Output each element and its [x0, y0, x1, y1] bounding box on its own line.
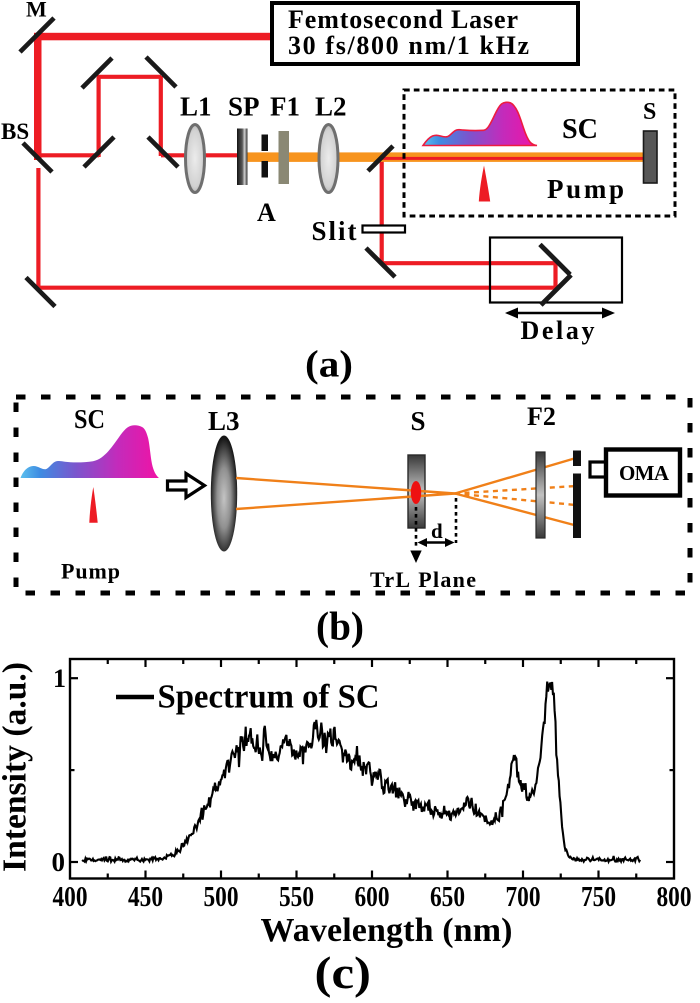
svg-text:1: 1	[53, 664, 66, 693]
svg-text:650: 650	[430, 881, 465, 913]
svg-text:TrL Plane: TrL Plane	[370, 567, 476, 592]
svg-text:Wavelength (nm): Wavelength (nm)	[261, 912, 513, 949]
svg-text:F1: F1	[270, 92, 300, 122]
svg-text:Pump: Pump	[547, 174, 624, 204]
svg-text:S: S	[411, 406, 426, 436]
svg-text:Pump: Pump	[61, 559, 120, 584]
svg-text:SC: SC	[562, 113, 598, 145]
svg-text:0: 0	[52, 847, 66, 877]
svg-text:(b): (b)	[316, 604, 364, 649]
svg-text:d: d	[431, 519, 443, 543]
svg-text:Slit: Slit	[312, 216, 357, 246]
svg-text:500: 500	[204, 881, 239, 913]
svg-text:700: 700	[506, 881, 541, 913]
svg-text:Intensity (a.u.): Intensity (a.u.)	[0, 662, 34, 872]
svg-text:600: 600	[355, 881, 390, 913]
svg-text:A: A	[257, 198, 276, 227]
svg-text:550: 550	[279, 881, 314, 913]
svg-text:L3: L3	[208, 406, 240, 436]
svg-text:(a): (a)	[305, 344, 353, 386]
svg-text:SP: SP	[228, 92, 260, 122]
svg-text:450: 450	[128, 881, 163, 913]
svg-text:400: 400	[53, 881, 88, 913]
svg-text:(c): (c)	[315, 948, 372, 998]
svg-text:L2: L2	[315, 92, 347, 122]
svg-text:SC: SC	[74, 404, 105, 434]
svg-text:800: 800	[657, 881, 692, 913]
svg-text:Spectrum of SC: Spectrum of SC	[158, 679, 380, 716]
svg-text:30 fs/800 nm/1 kHz: 30 fs/800 nm/1 kHz	[288, 31, 529, 60]
svg-text:OMA: OMA	[619, 461, 670, 485]
svg-text:S: S	[643, 99, 656, 125]
svg-text:Delay: Delay	[521, 316, 595, 345]
svg-text:M: M	[26, 0, 47, 22]
svg-text:L1: L1	[180, 92, 212, 122]
svg-text:Femtosecond Laser: Femtosecond Laser	[288, 5, 518, 34]
svg-text:BS: BS	[1, 119, 29, 144]
svg-text:F2: F2	[527, 402, 556, 431]
svg-text:750: 750	[581, 881, 616, 913]
